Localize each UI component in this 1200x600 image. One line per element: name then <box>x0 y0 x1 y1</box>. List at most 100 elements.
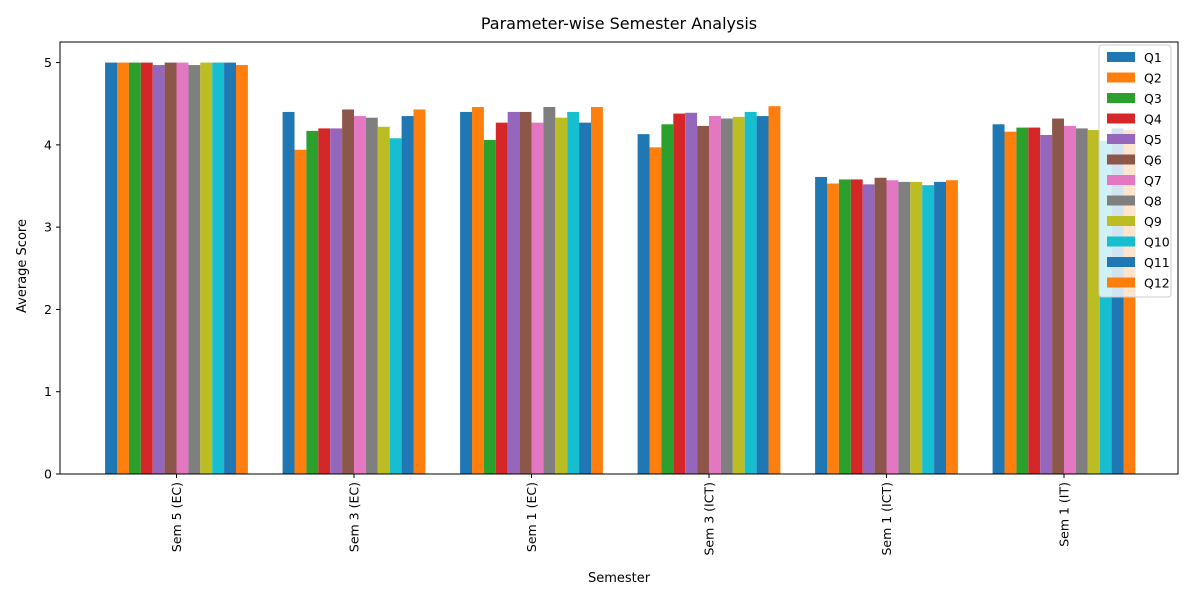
x-tick-label: Sem 3 (ICT) <box>702 482 717 556</box>
bar-q6-5 <box>1052 118 1064 474</box>
x-tick-label: Sem 1 (EC) <box>524 482 539 552</box>
legend-swatch-q4 <box>1107 113 1135 124</box>
legend-label-q5: Q5 <box>1144 132 1162 147</box>
bars-group <box>105 62 1136 475</box>
bar-q4-3 <box>673 113 686 474</box>
bar-q9-2 <box>555 117 568 474</box>
legend-swatch-q11 <box>1107 257 1135 267</box>
bar-q6-4 <box>874 177 887 474</box>
bar-q9-4 <box>910 181 923 474</box>
y-tick-label: 2 <box>44 302 52 317</box>
bar-q5-4 <box>862 184 875 474</box>
bar-q8-1 <box>365 117 378 474</box>
bar-q8-3 <box>720 118 733 474</box>
bar-q10-3 <box>744 111 757 474</box>
bar-q7-0 <box>176 62 189 474</box>
bar-q4-1 <box>318 128 331 474</box>
bar-q5-5 <box>1040 134 1053 475</box>
x-tick-label: Sem 1 (ICT) <box>879 482 894 556</box>
bar-q8-4 <box>898 181 911 474</box>
y-tick-label: 1 <box>44 384 52 399</box>
x-tick-label: Sem 3 (EC) <box>347 482 362 552</box>
bar-q7-1 <box>354 116 366 474</box>
legend-swatch-q7 <box>1107 175 1135 185</box>
legend-label-q1: Q1 <box>1144 50 1162 65</box>
bar-q1-0 <box>105 62 117 474</box>
bar-q11-0 <box>224 62 236 474</box>
legend-label-q3: Q3 <box>1144 91 1162 106</box>
bar-q5-1 <box>330 128 343 474</box>
legend-label-q12: Q12 <box>1144 276 1170 291</box>
bar-q8-5 <box>1075 128 1088 474</box>
bar-q3-0 <box>128 62 141 474</box>
bar-q11-1 <box>401 116 414 474</box>
legend-label-q10: Q10 <box>1144 235 1170 250</box>
bar-q11-4 <box>934 181 946 474</box>
y-tick-label: 5 <box>44 55 52 70</box>
y-tick-label: 3 <box>44 220 52 235</box>
bar-q10-2 <box>567 111 580 474</box>
bar-q2-0 <box>117 62 129 474</box>
plot-frame <box>59 41 1179 475</box>
bar-q1-5 <box>992 124 1005 474</box>
bar-q2-2 <box>472 107 484 474</box>
legend-swatch-q10 <box>1107 236 1135 247</box>
legend-label-q7: Q7 <box>1144 173 1162 188</box>
bar-q3-1 <box>306 130 319 474</box>
legend-label-q11: Q11 <box>1144 255 1170 270</box>
bar-q3-4 <box>838 179 851 475</box>
bar-q4-0 <box>140 62 153 474</box>
bar-q4-4 <box>850 179 863 475</box>
bar-q6-3 <box>697 125 709 475</box>
axes-group: 0 1 2 3 4 5 Sem 5 (EC) Sem 3 (EC) Sem 1 (EC) Sem … <box>44 41 1179 556</box>
bar-q12-2 <box>591 107 603 474</box>
bar-q9-0 <box>200 62 213 474</box>
legend-label-q9: Q9 <box>1144 214 1162 229</box>
legend-label-q2: Q2 <box>1144 71 1162 86</box>
legend-swatch-q5 <box>1107 134 1135 144</box>
bar-q12-5 <box>1123 130 1136 475</box>
bar-q11-5 <box>1111 128 1124 474</box>
bar-q10-5 <box>1099 140 1112 475</box>
bar-q7-3 <box>709 116 721 474</box>
bar-q10-1 <box>389 138 402 474</box>
bar-q6-1 <box>342 109 354 474</box>
bar-q2-5 <box>1004 131 1017 474</box>
bar-q1-2 <box>460 111 472 474</box>
bar-q7-4 <box>886 180 899 475</box>
legend-swatch-q2 <box>1107 72 1135 83</box>
legend-swatch-q3 <box>1107 93 1135 103</box>
bar-q6-2 <box>519 111 532 474</box>
legend-swatch-q1 <box>1107 52 1135 62</box>
y-tick-label: 4 <box>44 137 52 152</box>
legend-swatch-q9 <box>1107 216 1135 226</box>
bar-q11-2 <box>579 122 591 474</box>
legend-swatch-q8 <box>1107 195 1135 206</box>
bar-q1-1 <box>282 111 295 474</box>
bar-q10-4 <box>922 185 935 474</box>
bar-q12-1 <box>413 109 426 474</box>
bar-q6-0 <box>164 62 177 474</box>
legend-box <box>1098 44 1172 298</box>
bar-q4-2 <box>495 122 508 474</box>
bar-q11-3 <box>756 116 769 474</box>
bar-q4-5 <box>1028 127 1041 474</box>
legend-swatch-q12 <box>1107 277 1135 288</box>
bar-q3-2 <box>483 139 496 475</box>
bar-q8-0 <box>188 65 201 474</box>
bar-q9-5 <box>1087 130 1100 475</box>
bar-q7-5 <box>1064 125 1076 475</box>
bar-q12-3 <box>768 106 781 475</box>
bar-q3-3 <box>661 124 674 474</box>
chart-title: Parameter-wise Semester Analysis <box>481 14 757 33</box>
legend-label-q4: Q4 <box>1144 112 1162 127</box>
bar-q1-3 <box>637 134 650 474</box>
legend-label-q8: Q8 <box>1144 194 1162 209</box>
legend: Q1 Q2 Q3 Q4 Q5 Q6 Q7 Q8 Q9 Q10 Q11 Q12 <box>1098 44 1172 298</box>
bar-q5-2 <box>507 111 520 474</box>
legend-label-q6: Q6 <box>1144 153 1162 168</box>
bar-q1-4 <box>815 176 827 474</box>
bar-q9-1 <box>377 126 390 474</box>
bar-q7-2 <box>531 122 544 474</box>
